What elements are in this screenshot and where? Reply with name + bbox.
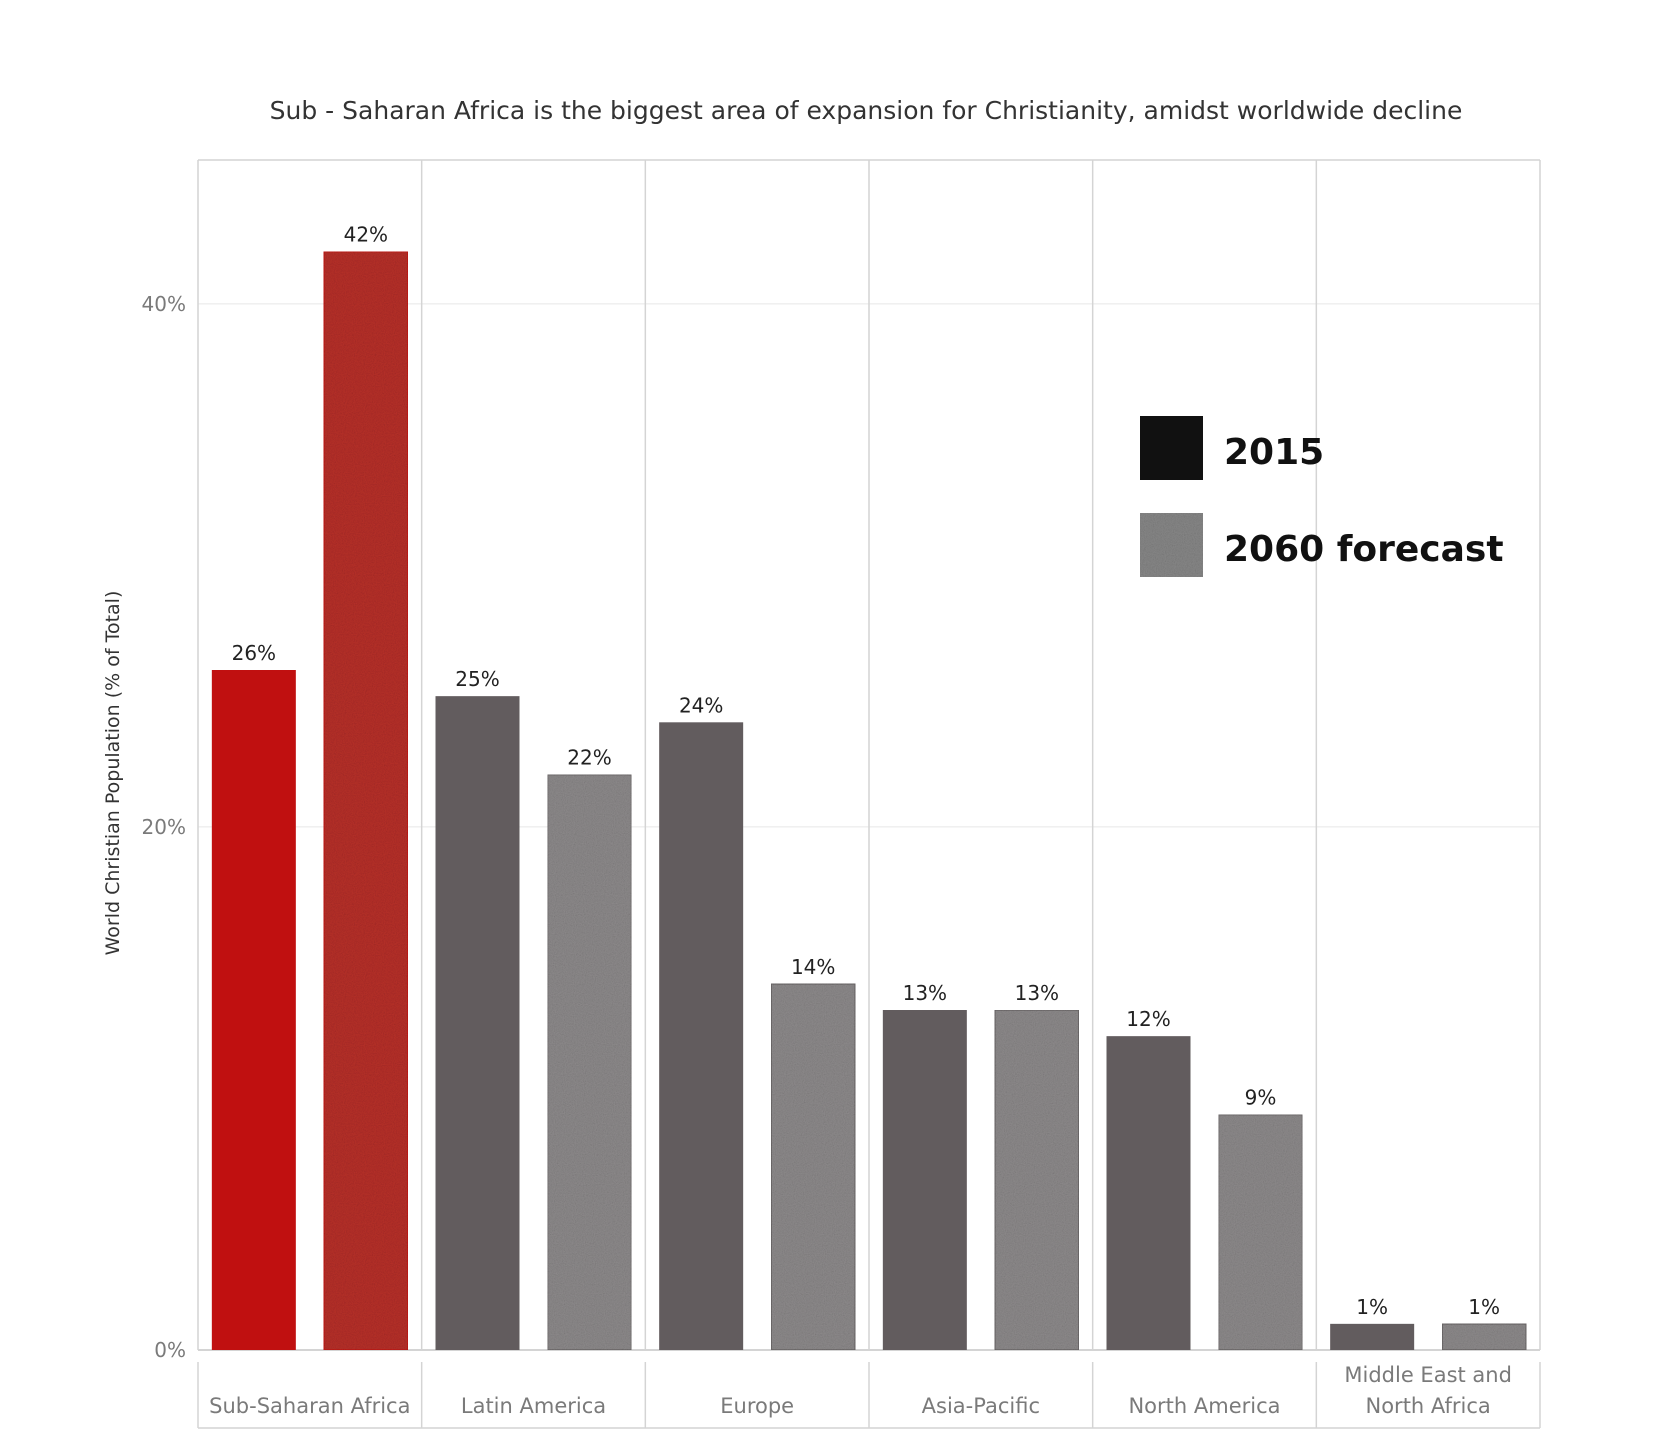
bar-2060 [1217,1113,1304,1351]
bar-2060 [323,250,409,1351]
category-label: Sub-Saharan Africa [209,1394,410,1418]
y-tick-label: 40% [142,292,186,316]
legend-swatch-2060 [1140,513,1203,577]
bar-2015 [435,696,520,1350]
data-label: 1% [1468,1295,1500,1319]
grid-layer: 0% 20% 40% [142,159,1541,1429]
bars-layer [211,250,1527,1351]
y-tick-label: 0% [154,1338,186,1362]
y-tick-label: 20% [142,815,186,839]
data-label: 13% [903,981,947,1005]
bar-2015 [659,722,744,1350]
bar-2060 [546,773,633,1351]
bar-2060 [994,1009,1080,1351]
category-label: Asia-Pacific [922,1394,1040,1418]
data-label: 22% [567,746,611,770]
bar-2015 [211,670,296,1350]
data-label: 25% [455,667,499,691]
category-label: North America [1128,1394,1280,1418]
data-label: 12% [1126,1007,1170,1031]
data-label: 24% [679,693,723,717]
category-label: Europe [720,1394,794,1418]
labels-layer: 26% 42% Sub-Saharan Africa 25% 22% Latin Amer… [209,223,1512,1418]
legend-label-2060: 2060 forecast [1224,529,1504,570]
bar-2015 [882,1010,967,1350]
data-label: 1% [1356,1295,1388,1319]
data-label: 9% [1245,1086,1277,1110]
legend-swatch-2015 [1140,416,1203,480]
category-label: Latin America [461,1394,606,1418]
category-label: North Africa [1366,1394,1491,1418]
bar-2015 [1106,1036,1191,1350]
bar-2060 [770,983,856,1351]
chart-title: Sub - Saharan Africa is the biggest area… [270,96,1463,125]
y-axis-label: World Christian Population (% of Total) [102,591,124,956]
category-label: Middle East and [1344,1363,1512,1387]
legend: 2015 2060 forecast [1140,416,1504,577]
bar-2015 [1330,1323,1415,1350]
data-label: 42% [344,223,388,247]
legend-label-2015: 2015 [1224,432,1324,473]
data-label: 14% [791,955,835,979]
data-label: 13% [1015,981,1059,1005]
bar-2060 [1441,1323,1527,1351]
data-label: 26% [232,641,276,665]
